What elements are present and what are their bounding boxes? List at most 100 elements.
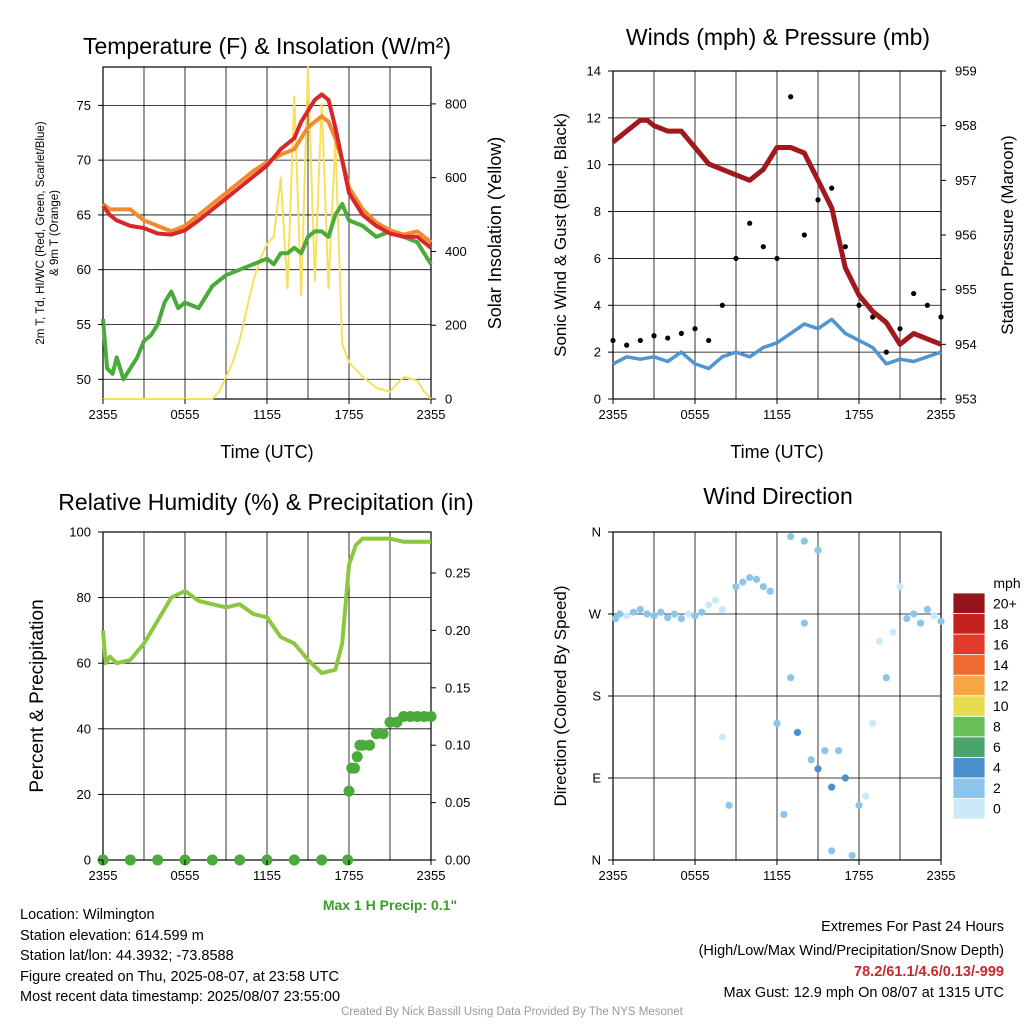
- colorbar-label: 18: [993, 616, 1009, 632]
- wind-ytick-label: 14: [587, 64, 601, 79]
- direction-point: [650, 612, 658, 620]
- precip-point: [377, 728, 389, 740]
- direction-point: [691, 612, 699, 620]
- temp-series-2m-td: [101, 202, 433, 382]
- colorbar-label: 2: [993, 780, 1001, 796]
- direction-point: [705, 601, 713, 609]
- wind-ytick-label: 954: [955, 337, 977, 352]
- colorbar-label: 12: [993, 677, 1009, 693]
- direction-point: [855, 801, 863, 809]
- wind-title: Winds (mph) & Pressure (mb): [626, 24, 930, 50]
- temp-ytick-label: 200: [445, 318, 467, 333]
- colorbar-label: 0: [993, 801, 1001, 817]
- colorbar-label: 4: [993, 760, 1001, 776]
- colorbar-swatch: [952, 654, 986, 676]
- colorbar-swatch: [952, 736, 986, 758]
- temp-ytick-label: 50: [77, 372, 91, 387]
- rh-xtick-label: 2355: [417, 868, 446, 883]
- temp-xtick-label: 2355: [89, 407, 118, 422]
- precip-point: [234, 854, 246, 866]
- temp-xtick-label: 2355: [417, 407, 446, 422]
- direction-point: [916, 619, 925, 627]
- temp-ytick-label: 0: [445, 392, 452, 407]
- direction-point: [828, 783, 836, 791]
- wind-xticks: 2355 0555 1155 1755 2355: [599, 399, 955, 422]
- direction-point: [684, 610, 692, 618]
- colorbar-swatch: [952, 695, 986, 717]
- wdir-ytick-label: E: [592, 771, 601, 786]
- wdir-ytick-label: N: [592, 525, 601, 540]
- wdir-ytick-label: W: [589, 607, 602, 622]
- precip-point: [364, 739, 375, 751]
- gust-point: [842, 244, 848, 250]
- temp-yticks: 50 55 60 65 70 75: [77, 98, 103, 387]
- direction-point: [752, 575, 761, 583]
- direction-point: [814, 546, 822, 554]
- precip-point: [351, 751, 363, 763]
- rh-xtick-label: 2355: [89, 868, 118, 883]
- temp-ytick-label: 600: [445, 170, 467, 185]
- wdir-xtick-label: 2355: [599, 868, 628, 883]
- temp-xtick-label: 0555: [171, 407, 200, 422]
- rh-ytick-label: 80: [77, 590, 91, 605]
- wdir-ytick-label: N: [592, 853, 601, 868]
- wind-xtick-label: 2355: [599, 407, 628, 422]
- direction-point: [670, 610, 679, 618]
- temp-series-9m-t: [101, 114, 433, 244]
- direction-point: [759, 583, 767, 591]
- temp-series-2m-t: [101, 92, 433, 250]
- wind-ytick-label: 958: [955, 118, 977, 133]
- rh-ylabel: Percent & Precipitation: [27, 599, 48, 792]
- rh-ytick-label: 100: [69, 525, 91, 540]
- direction-point: [787, 532, 795, 541]
- wdir-xtick-label: 0555: [681, 868, 710, 883]
- gust-point: [924, 302, 930, 308]
- rh-ytick-label: 20: [77, 787, 91, 802]
- direction-point: [657, 608, 665, 616]
- max-precip-label: Max 1 H Precip: 0.1": [322, 897, 458, 913]
- rh-marks: [97, 536, 437, 866]
- direction-point: [862, 792, 870, 800]
- direction-point: [773, 719, 781, 727]
- wind-ytick-label: 12: [587, 110, 601, 125]
- wind-ytick-label: 10: [587, 157, 601, 172]
- rh-xtick-label: 0555: [171, 868, 200, 883]
- direction-point: [882, 674, 890, 682]
- temp-ytick-label: 800: [445, 96, 467, 111]
- rh-ytick-label: 0.25: [445, 565, 470, 580]
- temp-ytick-label: 75: [77, 98, 91, 113]
- direction-point: [930, 612, 938, 620]
- temp-xtick-label: 1155: [253, 407, 281, 422]
- temp-title: Temperature (F) & Insolation (W/m²): [83, 33, 451, 59]
- gust-point: [665, 335, 671, 341]
- wind-series-sonic-wind: [612, 317, 942, 371]
- wind-y2label: Station Pressure (Maroon): [998, 135, 1017, 334]
- wdir-title: Wind Direction: [703, 483, 853, 509]
- gust-point: [760, 244, 766, 250]
- wdir-marks: [612, 532, 945, 860]
- wind-marks: [610, 94, 944, 371]
- wind-xtick-label: 1755: [845, 407, 874, 422]
- direction-point: [814, 765, 822, 773]
- station-info: Location: Wilmington Station elevation: …: [20, 905, 340, 1008]
- rh-ytick-label: 0.00: [445, 853, 470, 868]
- rh-ytick-label: 60: [77, 656, 91, 671]
- gust-point: [610, 337, 616, 344]
- wdir-xtick-label: 1755: [845, 868, 874, 883]
- extremes-subheading: (High/Low/Max Wind/Precipitation/Snow De…: [698, 942, 1004, 959]
- rh-series-line: [101, 536, 431, 675]
- extremes-values: 78.2/61.1/4.6/0.13/-999: [854, 964, 1004, 980]
- direction-point: [746, 573, 754, 582]
- wdir-yticks: N E S W N: [589, 525, 613, 868]
- gust-point: [624, 342, 630, 348]
- rh-ytick-label: 0.05: [445, 795, 470, 810]
- wind-ytick-label: 957: [955, 173, 977, 188]
- direction-point: [643, 610, 651, 618]
- direction-point: [787, 674, 795, 682]
- gust-point: [856, 302, 862, 308]
- precip-point: [288, 854, 300, 866]
- direction-point: [828, 847, 836, 855]
- gust-point: [938, 314, 944, 320]
- gust-point: [911, 290, 917, 297]
